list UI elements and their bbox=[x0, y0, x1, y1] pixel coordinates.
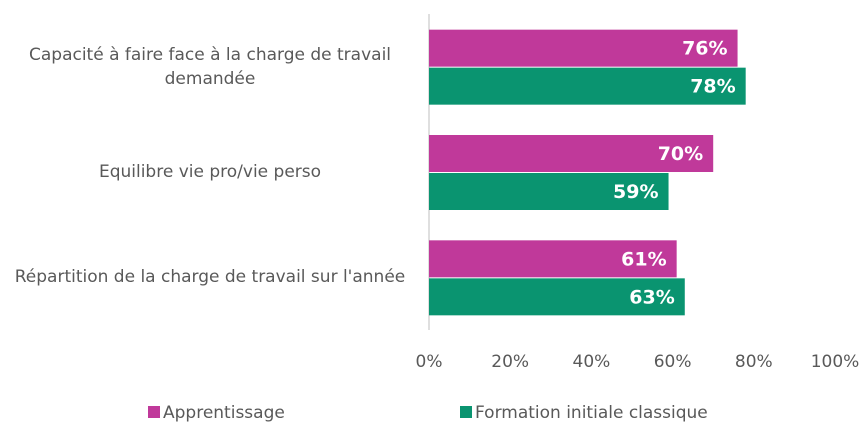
bar bbox=[429, 240, 677, 278]
value-label: 63% bbox=[629, 286, 674, 308]
legend-swatch bbox=[148, 406, 160, 418]
x-tick-label: 80% bbox=[735, 352, 773, 372]
value-label: 70% bbox=[658, 143, 703, 165]
value-label: 61% bbox=[621, 248, 666, 270]
bar bbox=[429, 278, 685, 316]
legend-label: Formation initiale classique bbox=[475, 403, 708, 423]
value-label: 76% bbox=[682, 38, 727, 60]
category-label: Equilibre vie pro/vie perso bbox=[98, 162, 322, 182]
bar bbox=[429, 173, 669, 210]
x-tick-label: 20% bbox=[491, 352, 529, 372]
legend-swatch bbox=[460, 406, 472, 418]
x-tick-label: 100% bbox=[811, 352, 860, 372]
value-label: 78% bbox=[690, 76, 735, 98]
bar bbox=[429, 135, 714, 172]
x-tick-label: 40% bbox=[573, 352, 611, 372]
x-tick-label: 0% bbox=[416, 352, 443, 372]
value-label: 59% bbox=[613, 181, 658, 203]
bar bbox=[429, 29, 738, 67]
category-label: Capacité à faire face à la charge de tra… bbox=[28, 44, 392, 89]
bar bbox=[429, 67, 746, 105]
category-label: Répartition de la charge de travail sur … bbox=[14, 267, 406, 288]
legend-label: Apprentissage bbox=[163, 403, 285, 423]
x-tick-label: 60% bbox=[654, 352, 692, 372]
